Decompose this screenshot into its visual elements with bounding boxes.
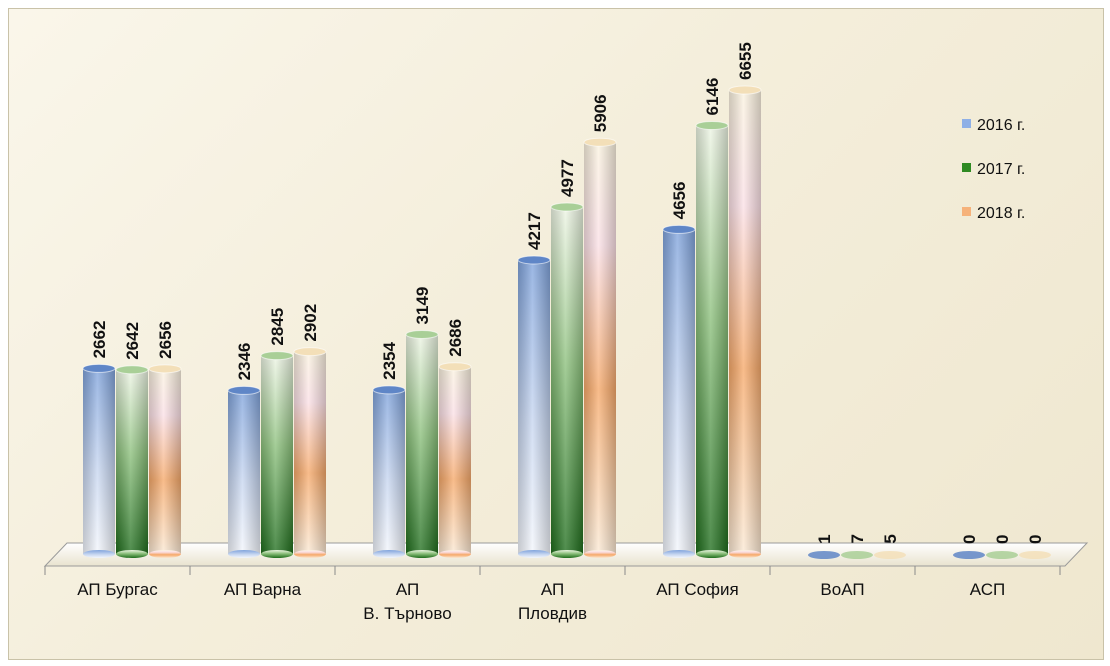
value-label: 3149 (413, 287, 432, 325)
category-label: АСП (970, 580, 1005, 599)
bar-chart: 2662 2642 2656 2346 2845 2902 2354 3149 2686 4217… (43, 42, 1089, 623)
value-label: 4656 (670, 182, 689, 220)
category-labels: АП Бургас АП Варна АП В. Търново АП Пловдив АП… (77, 580, 1005, 623)
value-label: 7 (848, 534, 867, 543)
bar-2-5 (695, 120, 729, 558)
value-label: 2642 (123, 322, 142, 360)
legend-label: 2016 г. (977, 117, 1025, 134)
bar-3-4 (583, 137, 617, 558)
bar-1-2 (227, 385, 261, 558)
bar-3-7 (1019, 551, 1051, 559)
value-label: 2354 (380, 342, 399, 380)
bar-2-7 (986, 551, 1018, 559)
legend-item: 2016 г. (962, 117, 1025, 134)
bar-3-6 (874, 551, 906, 559)
value-label: 0 (993, 535, 1012, 544)
bar-1-3 (372, 385, 406, 558)
category-label: АП София (656, 580, 739, 599)
value-label: 2686 (446, 319, 465, 357)
bar-1-1 (82, 363, 116, 558)
legend-item: 2018 г. (962, 205, 1025, 222)
bar-3-1 (148, 364, 182, 558)
bar-2-1 (115, 365, 149, 558)
category-label: АП В. Търново (363, 580, 451, 623)
category-label: АП Пловдив (518, 580, 587, 623)
bar-2-6 (841, 551, 873, 559)
bar-1-5 (662, 224, 696, 558)
value-label: 2845 (268, 308, 287, 346)
legend: 2016 г. 2017 г. 2018 г. (962, 117, 1025, 222)
value-label: 6146 (703, 78, 722, 116)
bar-1-4 (517, 255, 551, 558)
legend-swatch (962, 119, 971, 128)
value-labels: 2662 2642 2656 2346 2845 2902 2354 3149 2686 4217… (90, 42, 1045, 544)
bar-3-2 (293, 347, 327, 558)
value-label: 0 (1026, 535, 1045, 544)
value-label: 2662 (90, 321, 109, 359)
legend-label: 2018 г. (977, 205, 1025, 222)
legend-swatch (962, 207, 971, 216)
bar-3-3 (438, 362, 472, 558)
chart-frame: 2662 2642 2656 2346 2845 2902 2354 3149 2686 4217… (8, 8, 1104, 660)
value-label: 4217 (525, 212, 544, 250)
legend-label: 2017 г. (977, 161, 1025, 178)
bar-2-4 (550, 202, 584, 558)
bar-1-6 (808, 551, 840, 559)
value-label: 6655 (736, 42, 755, 80)
value-label: 5906 (591, 94, 610, 132)
category-label: АП Варна (224, 580, 302, 599)
value-label: 2902 (301, 304, 320, 342)
bar-2-3 (405, 329, 439, 558)
legend-item: 2017 г. (962, 161, 1025, 178)
value-label: 2346 (235, 343, 254, 381)
bars (82, 85, 1051, 559)
category-label: ВоАП (820, 580, 864, 599)
value-label: 4977 (558, 159, 577, 197)
value-label: 5 (881, 534, 900, 543)
bar-2-2 (260, 351, 294, 558)
category-label: АП Бургас (77, 580, 158, 599)
legend-swatch (962, 163, 971, 172)
value-label: 2656 (156, 321, 175, 359)
value-label: 0 (960, 535, 979, 544)
value-label: 1 (815, 534, 834, 543)
bar-3-5 (728, 85, 762, 558)
bar-1-7 (953, 551, 985, 559)
